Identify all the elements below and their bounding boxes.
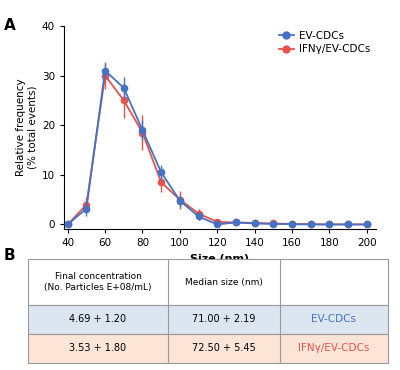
Text: B: B — [4, 248, 16, 263]
Y-axis label: Relative frequency
(% total events): Relative frequency (% total events) — [16, 79, 38, 176]
Legend: EV-CDCs, IFNγ/EV-CDCs: EV-CDCs, IFNγ/EV-CDCs — [278, 31, 371, 54]
Text: 71.00 + 2.19: 71.00 + 2.19 — [192, 314, 256, 324]
Text: 72.50 + 5.45: 72.50 + 5.45 — [192, 343, 256, 353]
Text: IFNγ/EV-CDCs: IFNγ/EV-CDCs — [298, 343, 370, 353]
Text: EV-CDCs: EV-CDCs — [312, 314, 356, 324]
Text: Final concentration
(No. Particles E+08/mL): Final concentration (No. Particles E+08/… — [44, 272, 152, 292]
X-axis label: Size (nm): Size (nm) — [190, 254, 250, 264]
Text: Median size (nm): Median size (nm) — [185, 278, 263, 287]
Text: A: A — [4, 18, 16, 34]
Text: 3.53 + 1.80: 3.53 + 1.80 — [70, 343, 126, 353]
Text: 4.69 + 1.20: 4.69 + 1.20 — [70, 314, 126, 324]
